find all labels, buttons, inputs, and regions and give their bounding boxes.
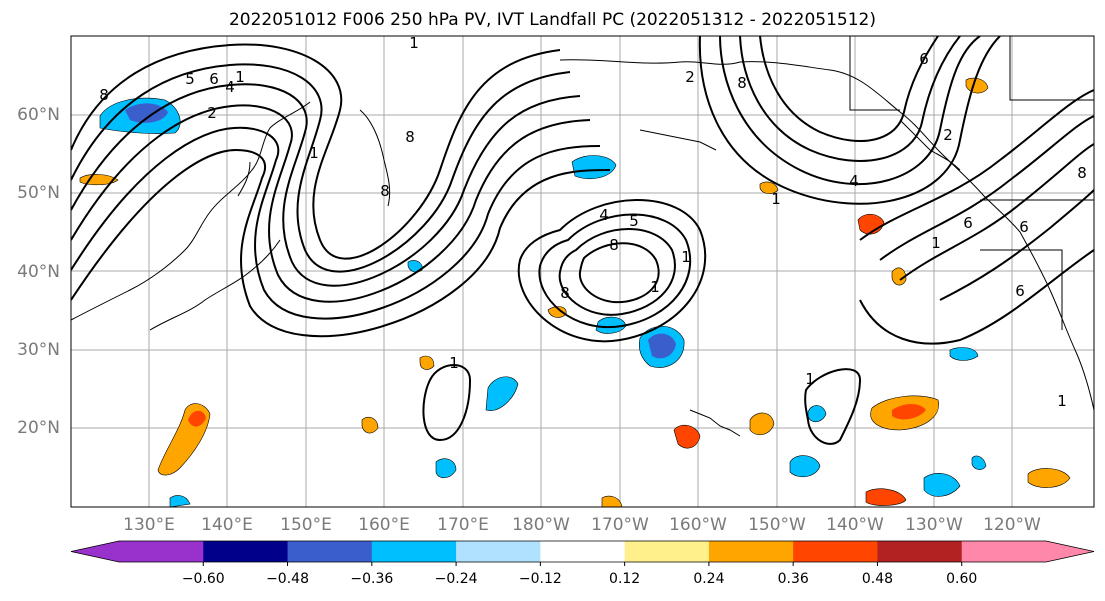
contour-label: 1 <box>681 248 691 266</box>
colorbar-tick-label: 0.12 <box>609 571 640 587</box>
contour-label: 8 <box>1077 164 1087 182</box>
map-frame <box>70 35 1095 508</box>
lon-label-170e: 170°E <box>437 515 489 535</box>
lon-label-170w: 170°W <box>591 515 649 535</box>
colorbar-tick-label: 0.48 <box>862 571 893 587</box>
contour-label: 1 <box>235 68 245 86</box>
lon-label-150e: 150°E <box>280 515 332 535</box>
colorbar-segment <box>624 541 710 562</box>
colorbar-tick-label: 0.36 <box>778 571 809 587</box>
contour-label: 4 <box>849 172 859 190</box>
colorbar-segment <box>708 541 794 562</box>
contour-label: 1 <box>771 190 781 208</box>
colorbar-segment <box>540 541 626 562</box>
contour-label: 5 <box>629 212 639 230</box>
contour-label: 1 <box>309 144 319 162</box>
contour-label: 2 <box>685 68 695 86</box>
lon-label-160w: 160°W <box>669 515 727 535</box>
colorbar-tick-label: −0.12 <box>519 571 562 587</box>
contour-label: 2 <box>207 104 217 122</box>
colorbar-tick-label: −0.24 <box>435 571 478 587</box>
lat-label-50n: 50°N <box>17 183 60 203</box>
contour-label: 8 <box>560 284 570 302</box>
contour-label: 6 <box>919 50 929 68</box>
colorbar-tick-label: −0.60 <box>182 571 225 587</box>
colorbar-outline <box>70 540 1095 563</box>
colorbar-tick-label: 0.24 <box>693 571 724 587</box>
ivt-pc-shading <box>79 77 1071 507</box>
colorbar-tick-label: −0.48 <box>266 571 309 587</box>
lon-label-140e: 140°E <box>201 515 253 535</box>
lon-label-130w: 130°W <box>905 515 963 535</box>
map-title: 2022051012 F006 250 hPa PV, IVT Landfall… <box>228 10 876 30</box>
contour-label: 4 <box>599 206 609 224</box>
contour-label: 1 <box>650 278 660 296</box>
contour-label: 1 <box>409 34 419 52</box>
contour-label: 1 <box>1057 392 1067 410</box>
colorbar-extend-high <box>1046 541 1094 562</box>
contour-label: 8 <box>405 128 415 146</box>
lon-label-130e: 130°E <box>123 515 175 535</box>
colorbar: −0.60 −0.48 −0.36 −0.24 −0.12 0.12 0.24 0.36 0.4… <box>70 540 1095 587</box>
contour-label: 6 <box>1015 282 1025 300</box>
contour-label: 8 <box>380 182 390 200</box>
contour-label: 6 <box>1019 218 1029 236</box>
lat-label-30n: 30°N <box>17 340 60 360</box>
colorbar-segment <box>456 541 541 562</box>
lat-label-60n: 60°N <box>17 105 60 125</box>
contour-label: 6 <box>209 70 219 88</box>
colorbar-tick-label: −0.36 <box>350 571 393 587</box>
colorbar-segment <box>371 541 457 562</box>
colorbar-extend-low <box>71 541 119 562</box>
contour-label: 6 <box>963 214 973 232</box>
lon-label-160e: 160°E <box>358 515 410 535</box>
contour-label: 1 <box>805 370 815 388</box>
lon-label-140w: 140°W <box>826 515 884 535</box>
lat-label-20n: 20°N <box>17 418 60 438</box>
contour-label: 1 <box>931 234 941 252</box>
contour-label: 8 <box>609 236 619 254</box>
colorbar-segment <box>119 541 204 562</box>
coastlines <box>71 36 1094 437</box>
contour-label: 5 <box>185 70 195 88</box>
lat-label-40n: 40°N <box>17 262 60 282</box>
colorbar-segment <box>203 541 289 562</box>
latitude-labels: 20°N 30°N 40°N 50°N 60°N <box>17 105 60 438</box>
contour-label: 4 <box>225 78 235 96</box>
colorbar-segments <box>70 540 1095 563</box>
colorbar-segment <box>877 541 963 562</box>
pv-contours <box>71 36 1094 445</box>
colorbar-tick-label: 0.60 <box>946 571 977 587</box>
contour-label: 8 <box>99 86 109 104</box>
longitude-labels: 130°E 140°E 150°E 160°E 170°E 180°W 170°… <box>123 515 1041 535</box>
colorbar-segment <box>793 541 878 562</box>
lon-label-150w: 150°W <box>748 515 806 535</box>
lon-label-120w: 120°W <box>983 515 1041 535</box>
contour-label: 1 <box>449 354 459 372</box>
colorbar-ticks: −0.60 −0.48 −0.36 −0.24 −0.12 0.12 0.24 0.36 0.4… <box>182 562 977 587</box>
colorbar-segment <box>961 541 1047 562</box>
contour-label: 8 <box>737 74 747 92</box>
colorbar-segment <box>287 541 373 562</box>
lon-label-180w: 180°W <box>512 515 570 535</box>
contour-label: 2 <box>943 126 953 144</box>
